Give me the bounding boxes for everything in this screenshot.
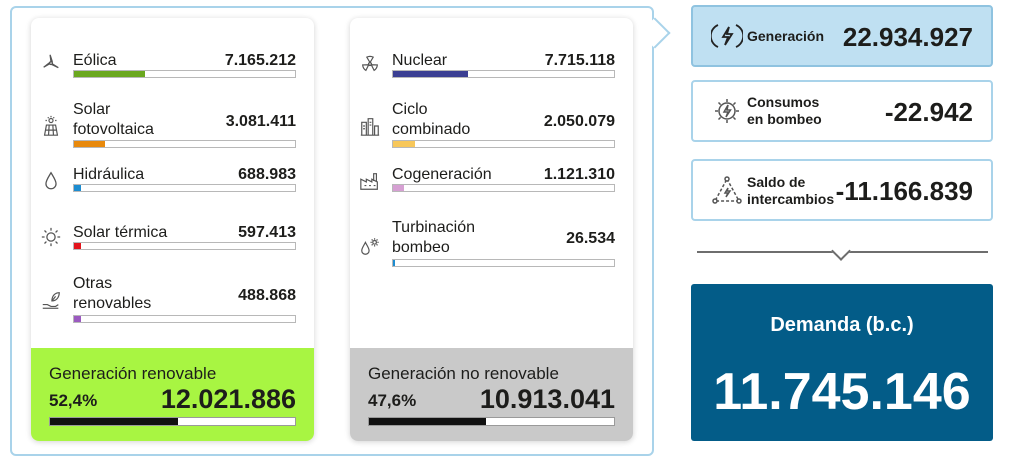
summary-percentage: 47,6% (368, 391, 417, 410)
saldo-intercambios-tab[interactable]: Saldo de intercambios -11.166.839 (691, 159, 993, 221)
row-label-line1: Otras (73, 275, 113, 292)
consumos-label-line2: en bombeo (747, 111, 822, 127)
share-bar-fill (393, 141, 416, 147)
row-turbinacion-bombeo[interactable]: Turbinación bombeo 26.534 (350, 218, 633, 268)
row-value: 2.050.079 (543, 113, 615, 130)
row-label-line2: bombeo (392, 239, 450, 256)
row-hidraulica[interactable]: Hidráulica 688.983 (31, 165, 314, 215)
generacion-label: Generación (747, 28, 825, 44)
non-renewable-summary: Generación no renovable 47,6% 10.913.041 (350, 348, 633, 441)
share-bar (392, 70, 615, 78)
row-value: 597.413 (238, 224, 296, 241)
saldo-value: -11.166.839 (835, 176, 973, 206)
summary-share-fill (369, 418, 486, 425)
row-label-line1: Turbinación (392, 219, 476, 236)
summary-percentage: 52,4% (49, 391, 98, 410)
power-plant-icon (358, 114, 382, 138)
leaf-hand-icon (39, 288, 63, 312)
solar-panel-icon (39, 114, 63, 138)
renewable-summary: Generación renovable 52,4% 12.021.886 (31, 348, 314, 441)
row-value: 488.868 (238, 287, 296, 304)
generation-panel-frame (10, 6, 654, 456)
row-solar-termica[interactable]: Solar térmica 597.413 (31, 223, 314, 273)
row-value: 1.121.310 (543, 166, 615, 183)
gear-lightning-icon (711, 96, 743, 126)
nuclear-icon (358, 52, 382, 76)
pump-turbine-icon (358, 234, 382, 258)
row-value: 688.983 (238, 166, 296, 183)
row-label-line1: Ciclo (392, 101, 428, 118)
renewable-card: Eólica 7.165.212 Solar fotovoltaica 3.08… (31, 18, 314, 441)
row-value: 7.165.212 (224, 52, 296, 69)
non-renewable-card: Nuclear 7.715.118 Ciclo combinado 2.050.… (350, 18, 633, 441)
generacion-tab[interactable]: Generación 22.934.927 (691, 5, 993, 67)
share-bar-fill (393, 185, 405, 191)
row-value: 26.534 (566, 230, 615, 247)
row-label-line1: Solar (73, 101, 111, 118)
share-bar-fill (393, 71, 469, 77)
row-solar-fotovoltaica[interactable]: Solar fotovoltaica 3.081.411 (31, 100, 314, 150)
summary-share-bar (49, 417, 296, 426)
row-otras-renovables[interactable]: Otras renovables 488.868 (31, 274, 314, 324)
share-bar-fill (74, 141, 105, 147)
water-drop-icon (39, 169, 63, 193)
share-bar (73, 315, 296, 323)
row-label: Solar térmica (73, 224, 168, 241)
row-label-line2: renovables (73, 295, 152, 312)
share-bar (392, 140, 615, 148)
share-bar (392, 184, 615, 192)
summary-share-fill (50, 418, 179, 425)
consumos-bombeo-tab[interactable]: Consumos en bombeo -22.942 (691, 80, 993, 142)
row-cogeneracion[interactable]: Cogeneración 1.121.310 (350, 165, 633, 215)
share-bar (73, 242, 296, 250)
row-label: Cogeneración (392, 166, 492, 183)
summary-title: Generación no renovable (368, 364, 559, 383)
share-bar-fill (74, 71, 145, 77)
sun-icon (39, 225, 63, 249)
share-bar (73, 70, 296, 78)
row-nuclear[interactable]: Nuclear 7.715.118 (350, 48, 633, 98)
summary-share-bar (368, 417, 615, 426)
generacion-value: 22.934.927 (842, 22, 973, 52)
row-label: Hidráulica (73, 166, 145, 183)
triangle-network-icon (711, 175, 743, 205)
saldo-label-line2: intercambios (747, 191, 835, 207)
consumos-value: -22.942 (884, 97, 973, 127)
demanda-title: Demanda (b.c.) (770, 314, 914, 336)
share-bar-fill (74, 316, 81, 322)
share-bar (73, 140, 296, 148)
divider-chevron (831, 241, 851, 261)
factory-icon (358, 169, 382, 193)
share-bar-fill (393, 260, 396, 266)
share-bar (392, 259, 615, 267)
saldo-label-line1: Saldo de (747, 174, 806, 190)
share-bar (73, 184, 296, 192)
row-value: 3.081.411 (225, 113, 296, 130)
wind-turbine-icon (39, 52, 63, 76)
summary-value: 12.021.886 (160, 384, 296, 414)
row-label: Nuclear (392, 52, 448, 69)
row-label-line2: fotovoltaica (73, 121, 154, 138)
lightning-icon (709, 21, 745, 51)
demanda-value: 11.745.146 (713, 363, 971, 421)
share-bar-fill (74, 185, 81, 191)
row-label: Eólica (73, 52, 117, 69)
consumos-label-line1: Consumos (747, 94, 820, 110)
row-label-line2: combinado (392, 121, 471, 138)
demanda-panel: Demanda (b.c.) 11.745.146 (691, 284, 993, 441)
row-ciclo-combinado[interactable]: Ciclo combinado 2.050.079 (350, 100, 633, 150)
row-value: 7.715.118 (544, 52, 615, 69)
share-bar-fill (74, 243, 81, 249)
summary-title: Generación renovable (49, 364, 217, 383)
row-eolica[interactable]: Eólica 7.165.212 (31, 48, 314, 98)
summary-value: 10.913.041 (479, 384, 615, 414)
